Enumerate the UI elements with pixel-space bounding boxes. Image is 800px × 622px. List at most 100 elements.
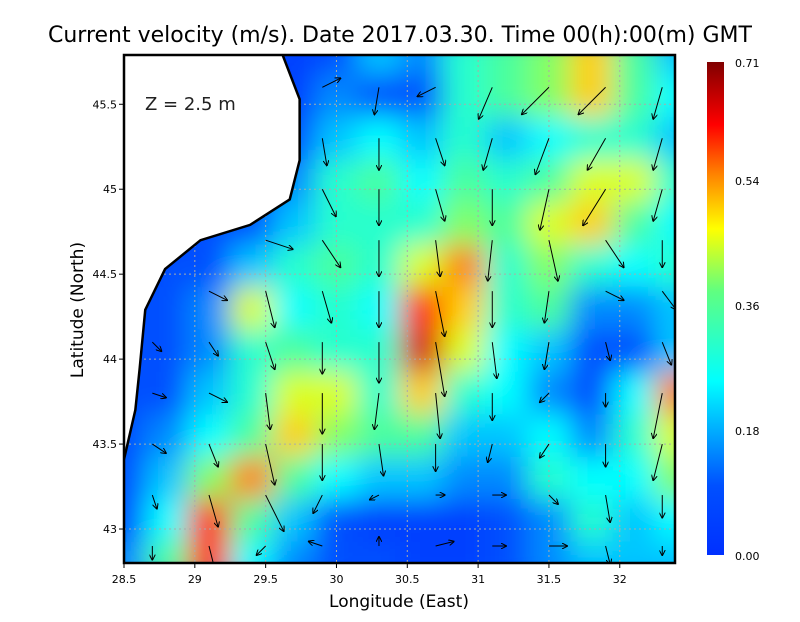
- speed-cell: [527, 286, 572, 331]
- velocity-arrow: [265, 494, 284, 531]
- depth-annotation: Z = 2.5 m: [145, 94, 236, 115]
- velocity-arrow: [435, 189, 445, 221]
- speed-cell: [527, 201, 572, 246]
- speed-cell: [315, 201, 359, 246]
- speed-cell: [485, 456, 529, 501]
- velocity-arrow: [208, 341, 218, 356]
- velocity-arrow: [265, 341, 275, 369]
- velocity-arrow: [321, 291, 331, 323]
- speed-cell: [485, 244, 529, 288]
- speed-cell: [145, 371, 189, 416]
- speed-cell: [230, 414, 274, 458]
- speed-cell: [655, 286, 675, 331]
- velocity-arrow: [661, 341, 671, 365]
- speed-cell: [570, 55, 614, 76]
- x-tick-label: 29: [188, 573, 202, 586]
- speed-cell: [527, 541, 572, 563]
- speed-cell: [400, 414, 444, 458]
- speed-cell: [357, 74, 402, 119]
- speed-cell: [612, 499, 657, 543]
- speed-cell: [655, 201, 675, 246]
- velocity-arrow: [605, 290, 624, 300]
- speed-cell: [400, 286, 444, 331]
- y-tick-label: 45.5: [93, 98, 118, 111]
- velocity-arrow: [544, 342, 550, 369]
- speed-cell: [485, 201, 529, 246]
- velocity-arrow: [605, 545, 611, 563]
- velocity-arrow: [265, 393, 271, 429]
- speed-cell: [570, 201, 614, 246]
- velocity-arrow: [435, 542, 454, 547]
- speed-cell: [187, 414, 232, 458]
- velocity-arrow: [605, 494, 611, 522]
- speed-cell: [442, 456, 487, 501]
- speed-cell: [485, 414, 529, 458]
- speed-cell: [485, 499, 529, 543]
- speed-cell: [612, 201, 657, 246]
- speed-cell: [315, 541, 359, 563]
- velocity-arrow: [522, 86, 550, 114]
- speed-cell: [442, 74, 487, 119]
- speed-cell: [612, 541, 657, 563]
- speed-cell: [400, 117, 444, 161]
- speed-cell: [612, 414, 657, 458]
- x-tick-label: 31.5: [537, 573, 562, 586]
- speed-cell: [655, 414, 675, 458]
- speed-cell: [612, 117, 657, 161]
- colorbar-tick-label: 0.36: [735, 300, 760, 313]
- y-tick-label: 43: [103, 523, 117, 536]
- speed-cell: [570, 117, 614, 161]
- velocity-arrow: [488, 240, 493, 281]
- speed-cell: [400, 456, 444, 501]
- speed-cell: [485, 55, 529, 76]
- velocity-arrow: [435, 342, 445, 396]
- speed-cell: [442, 329, 487, 373]
- velocity-arrow: [309, 542, 323, 547]
- speed-cell: [570, 414, 614, 458]
- x-tick-label: 30.5: [395, 573, 420, 586]
- speed-cell: [442, 414, 487, 458]
- speed-cell: [145, 541, 189, 563]
- speed-cell: [612, 244, 657, 288]
- velocity-arrow: [265, 291, 275, 327]
- velocity-arrow: [540, 443, 550, 458]
- speed-cell: [527, 456, 572, 501]
- speed-cell: [485, 371, 529, 416]
- speed-cell: [187, 456, 232, 501]
- x-axis-label: Longitude (East): [329, 592, 469, 612]
- speed-cell: [655, 329, 675, 373]
- speed-cell: [272, 244, 317, 288]
- velocity-arrow: [208, 290, 227, 300]
- speed-cell: [272, 414, 317, 458]
- colorbar-tick-label: 0.18: [735, 425, 760, 438]
- velocity-arrow: [257, 545, 266, 555]
- speed-cell: [230, 499, 274, 543]
- speed-cell: [612, 55, 657, 76]
- speed-cell: [527, 55, 572, 76]
- speed-cell: [612, 74, 657, 119]
- velocity-arrow: [152, 443, 166, 453]
- velocity-arrow: [548, 494, 558, 504]
- speed-cell: [357, 414, 402, 458]
- speed-cell: [612, 329, 657, 373]
- colorbar: [707, 62, 724, 555]
- speed-cell: [570, 74, 614, 119]
- velocity-arrow: [208, 392, 227, 402]
- speed-cell: [230, 541, 274, 563]
- speed-cell: [187, 286, 232, 331]
- speed-cell: [570, 159, 614, 203]
- velocity-arrow: [435, 393, 441, 438]
- velocity-arrow: [548, 240, 558, 281]
- speed-cell: [400, 371, 444, 416]
- coastline: [124, 55, 301, 460]
- velocity-arrow: [488, 443, 493, 462]
- velocity-arrow: [661, 290, 675, 309]
- velocity-arrow: [265, 239, 293, 249]
- velocity-arrow: [540, 189, 550, 230]
- speed-cell: [357, 499, 402, 543]
- colorbar-tick-label: 0.00: [735, 550, 760, 563]
- velocity-arrow: [588, 138, 607, 170]
- velocity-arrow: [208, 494, 218, 527]
- speed-cell: [527, 244, 572, 288]
